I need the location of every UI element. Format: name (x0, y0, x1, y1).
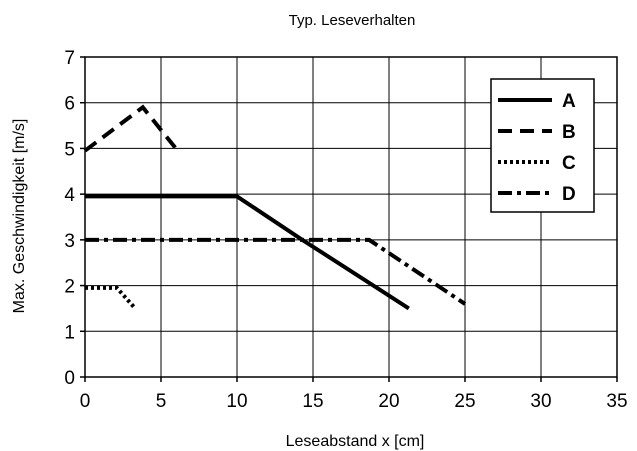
series-b-line (83, 104, 180, 153)
x-tick-label-3: 15 (302, 391, 323, 412)
y-tick-label-2: 2 (64, 277, 75, 298)
x-tick-labels: 0 5 10 15 20 25 30 35 (80, 377, 628, 412)
y-axis-label: Max. Geschwindigkeit [m/s] (11, 119, 28, 314)
x-tick-label-0: 0 (80, 391, 91, 412)
series-d-line (85, 237, 467, 306)
chart-title: Typ. Leseverhalten (289, 12, 416, 29)
series-lines (83, 104, 467, 311)
x-axis-label: Leseabstand x [cm] (286, 433, 425, 450)
legend-label-a: A (562, 91, 576, 112)
y-tick-label-0: 0 (64, 368, 75, 389)
x-tick-label-7: 35 (606, 391, 627, 412)
y-tick-label-3: 3 (64, 231, 75, 252)
y-tick-label-5: 5 (64, 139, 75, 160)
y-tick-labels: 0 1 2 3 4 5 6 7 (64, 48, 85, 389)
series-c-line (85, 285, 137, 310)
y-tick-label-1: 1 (64, 322, 75, 343)
legend-label-c: C (562, 153, 576, 174)
x-tick-label-1: 5 (156, 391, 167, 412)
x-tick-label-2: 10 (226, 391, 247, 412)
x-tick-label-4: 20 (378, 391, 399, 412)
legend-label-d: D (562, 184, 576, 205)
y-tick-label-4: 4 (64, 185, 75, 206)
y-tick-label-7: 7 (64, 48, 75, 69)
series-a-line (85, 194, 410, 311)
x-tick-label-6: 30 (530, 391, 551, 412)
plot-frame (84, 56, 618, 378)
x-tick-label-5: 25 (454, 391, 475, 412)
y-tick-label-6: 6 (64, 94, 75, 115)
legend-label-b: B (562, 122, 576, 143)
